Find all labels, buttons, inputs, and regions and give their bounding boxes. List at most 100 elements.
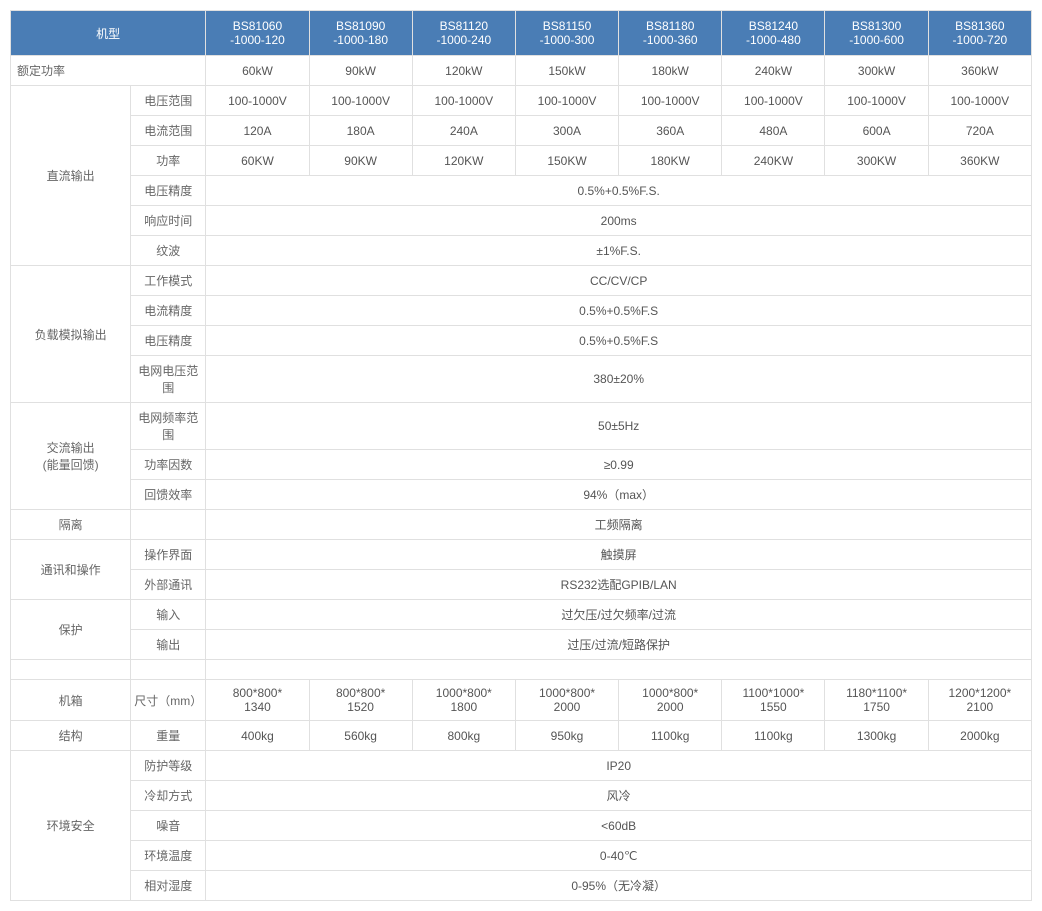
row-load-iprec: 电流精度0.5%+0.5%F.S bbox=[11, 296, 1032, 326]
row-prot-in: 保护 输入过欠压/过欠频率/过流 bbox=[11, 600, 1032, 630]
model-col-6: BS81300-1000-600 bbox=[825, 11, 928, 56]
sub-out: 输出 bbox=[131, 630, 206, 660]
sub-ext: 外部通讯 bbox=[131, 570, 206, 600]
cell: 240A bbox=[412, 116, 515, 146]
sub-eff: 回馈效率 bbox=[131, 480, 206, 510]
sub-noise: 噪音 bbox=[131, 811, 206, 841]
row-iso: 隔离 工频隔离 bbox=[11, 510, 1032, 540]
sub-pf: 功率因数 bbox=[131, 450, 206, 480]
cell: 100-1000V bbox=[928, 86, 1031, 116]
sub-iprec: 电流精度 bbox=[131, 296, 206, 326]
cell: 800*800*1340 bbox=[206, 680, 309, 721]
cell: 1200*1200*2100 bbox=[928, 680, 1031, 721]
cell: 360KW bbox=[928, 146, 1031, 176]
cat-ac-out: 交流输出(能量回馈) bbox=[11, 403, 131, 510]
sub-ip: 防护等级 bbox=[131, 751, 206, 781]
cell: 1300kg bbox=[825, 721, 928, 751]
cell: 0.5%+0.5%F.S bbox=[206, 326, 1032, 356]
cell: 1000*800*2000 bbox=[619, 680, 722, 721]
cell: 90KW bbox=[309, 146, 412, 176]
sub-ripple: 纹波 bbox=[131, 236, 206, 266]
model-col-4: BS81180-1000-360 bbox=[619, 11, 722, 56]
sub-vprec2: 电压精度 bbox=[131, 326, 206, 356]
cell: 触摸屏 bbox=[206, 540, 1032, 570]
cell: 150kW bbox=[515, 56, 618, 86]
cell: ±1%F.S. bbox=[206, 236, 1032, 266]
row-ac-eff: 回馈效率94%（max） bbox=[11, 480, 1032, 510]
model-col-5: BS81240-1000-480 bbox=[722, 11, 825, 56]
cell: 100-1000V bbox=[309, 86, 412, 116]
cell: 1000*800*2000 bbox=[515, 680, 618, 721]
sub-resp: 响应时间 bbox=[131, 206, 206, 236]
cell: 300KW bbox=[825, 146, 928, 176]
row-chassis-size: 机箱 尺寸（mm） 800*800*1340 800*800*1520 1000… bbox=[11, 680, 1032, 721]
cell: 360A bbox=[619, 116, 722, 146]
cell: 200ms bbox=[206, 206, 1032, 236]
sub-vprec: 电压精度 bbox=[131, 176, 206, 206]
row-ac-freq: 交流输出(能量回馈) 电网频率范围50±5Hz bbox=[11, 403, 1032, 450]
cat-prot: 保护 bbox=[11, 600, 131, 660]
cell: 180kW bbox=[619, 56, 722, 86]
cat-struct: 结构 bbox=[11, 721, 131, 751]
row-rated-power: 额定功率 60kW90kW120kW150kW180kW240kW300kW36… bbox=[11, 56, 1032, 86]
cell: 720A bbox=[928, 116, 1031, 146]
cell: 过欠压/过欠频率/过流 bbox=[206, 600, 1032, 630]
row-prot-out: 输出过压/过流/短路保护 bbox=[11, 630, 1032, 660]
cell: CC/CV/CP bbox=[206, 266, 1032, 296]
cell: 100-1000V bbox=[412, 86, 515, 116]
model-col-1: BS81090-1000-180 bbox=[309, 11, 412, 56]
row-load-mode: 负载模拟输出 工作模式CC/CV/CP bbox=[11, 266, 1032, 296]
sub-mode: 工作模式 bbox=[131, 266, 206, 296]
cell: 94%（max） bbox=[206, 480, 1032, 510]
cell: 240KW bbox=[722, 146, 825, 176]
cell: 100-1000V bbox=[206, 86, 309, 116]
cell: 50±5Hz bbox=[206, 403, 1032, 450]
cell: 0.5%+0.5%F.S. bbox=[206, 176, 1032, 206]
cat-iso: 隔离 bbox=[11, 510, 131, 540]
cell: 800kg bbox=[412, 721, 515, 751]
row-env-cool: 冷却方式风冷 bbox=[11, 781, 1032, 811]
cell: 60KW bbox=[206, 146, 309, 176]
sub-temp: 环境温度 bbox=[131, 841, 206, 871]
row-env-noise: 噪音<60dB bbox=[11, 811, 1032, 841]
model-col-3: BS81150-1000-300 bbox=[515, 11, 618, 56]
sub-size: 尺寸（mm） bbox=[131, 680, 206, 721]
cell: 1100kg bbox=[619, 721, 722, 751]
cell: 120KW bbox=[412, 146, 515, 176]
header-title: 机型 bbox=[11, 11, 206, 56]
cell: IP20 bbox=[206, 751, 1032, 781]
sub-power: 功率 bbox=[131, 146, 206, 176]
model-col-2: BS81120-1000-240 bbox=[412, 11, 515, 56]
row-dc-power: 功率 60KW90KW120KW150KW180KW240KW300KW360K… bbox=[11, 146, 1032, 176]
cell: 1100*1000*1550 bbox=[722, 680, 825, 721]
model-col-7: BS81360-1000-720 bbox=[928, 11, 1031, 56]
cell: 100-1000V bbox=[722, 86, 825, 116]
row-dc-vprec: 电压精度0.5%+0.5%F.S. bbox=[11, 176, 1032, 206]
cell: 2000kg bbox=[928, 721, 1031, 751]
row-dc-vrange: 直流输出 电压范围 100-1000V100-1000V100-1000V100… bbox=[11, 86, 1032, 116]
cell: RS232选配GPIB/LAN bbox=[206, 570, 1032, 600]
cat-comm: 通讯和操作 bbox=[11, 540, 131, 600]
cell: <60dB bbox=[206, 811, 1032, 841]
cell: 100-1000V bbox=[825, 86, 928, 116]
cell: 工频隔离 bbox=[206, 510, 1032, 540]
sub-hum: 相对湿度 bbox=[131, 871, 206, 901]
cat-load-sim: 负载模拟输出 bbox=[11, 266, 131, 403]
cell: 180KW bbox=[619, 146, 722, 176]
sub-weight: 重量 bbox=[131, 721, 206, 751]
cell: 300A bbox=[515, 116, 618, 146]
row-env-temp: 环境温度0-40℃ bbox=[11, 841, 1032, 871]
cell: 800*800*1520 bbox=[309, 680, 412, 721]
cat-dc-out: 直流输出 bbox=[11, 86, 131, 266]
cell: 400kg bbox=[206, 721, 309, 751]
cell: 0-40℃ bbox=[206, 841, 1032, 871]
sub-irange: 电流范围 bbox=[131, 116, 206, 146]
header-row: 机型 BS81060-1000-120 BS81090-1000-180 BS8… bbox=[11, 11, 1032, 56]
row-load-gridv: 电网电压范围380±20% bbox=[11, 356, 1032, 403]
cat-chassis: 机箱 bbox=[11, 680, 131, 721]
sub-cool: 冷却方式 bbox=[131, 781, 206, 811]
cell: 150KW bbox=[515, 146, 618, 176]
row-load-vprec: 电压精度0.5%+0.5%F.S bbox=[11, 326, 1032, 356]
cell: 100-1000V bbox=[515, 86, 618, 116]
row-dc-irange: 电流范围 120A180A240A300A360A480A600A720A bbox=[11, 116, 1032, 146]
